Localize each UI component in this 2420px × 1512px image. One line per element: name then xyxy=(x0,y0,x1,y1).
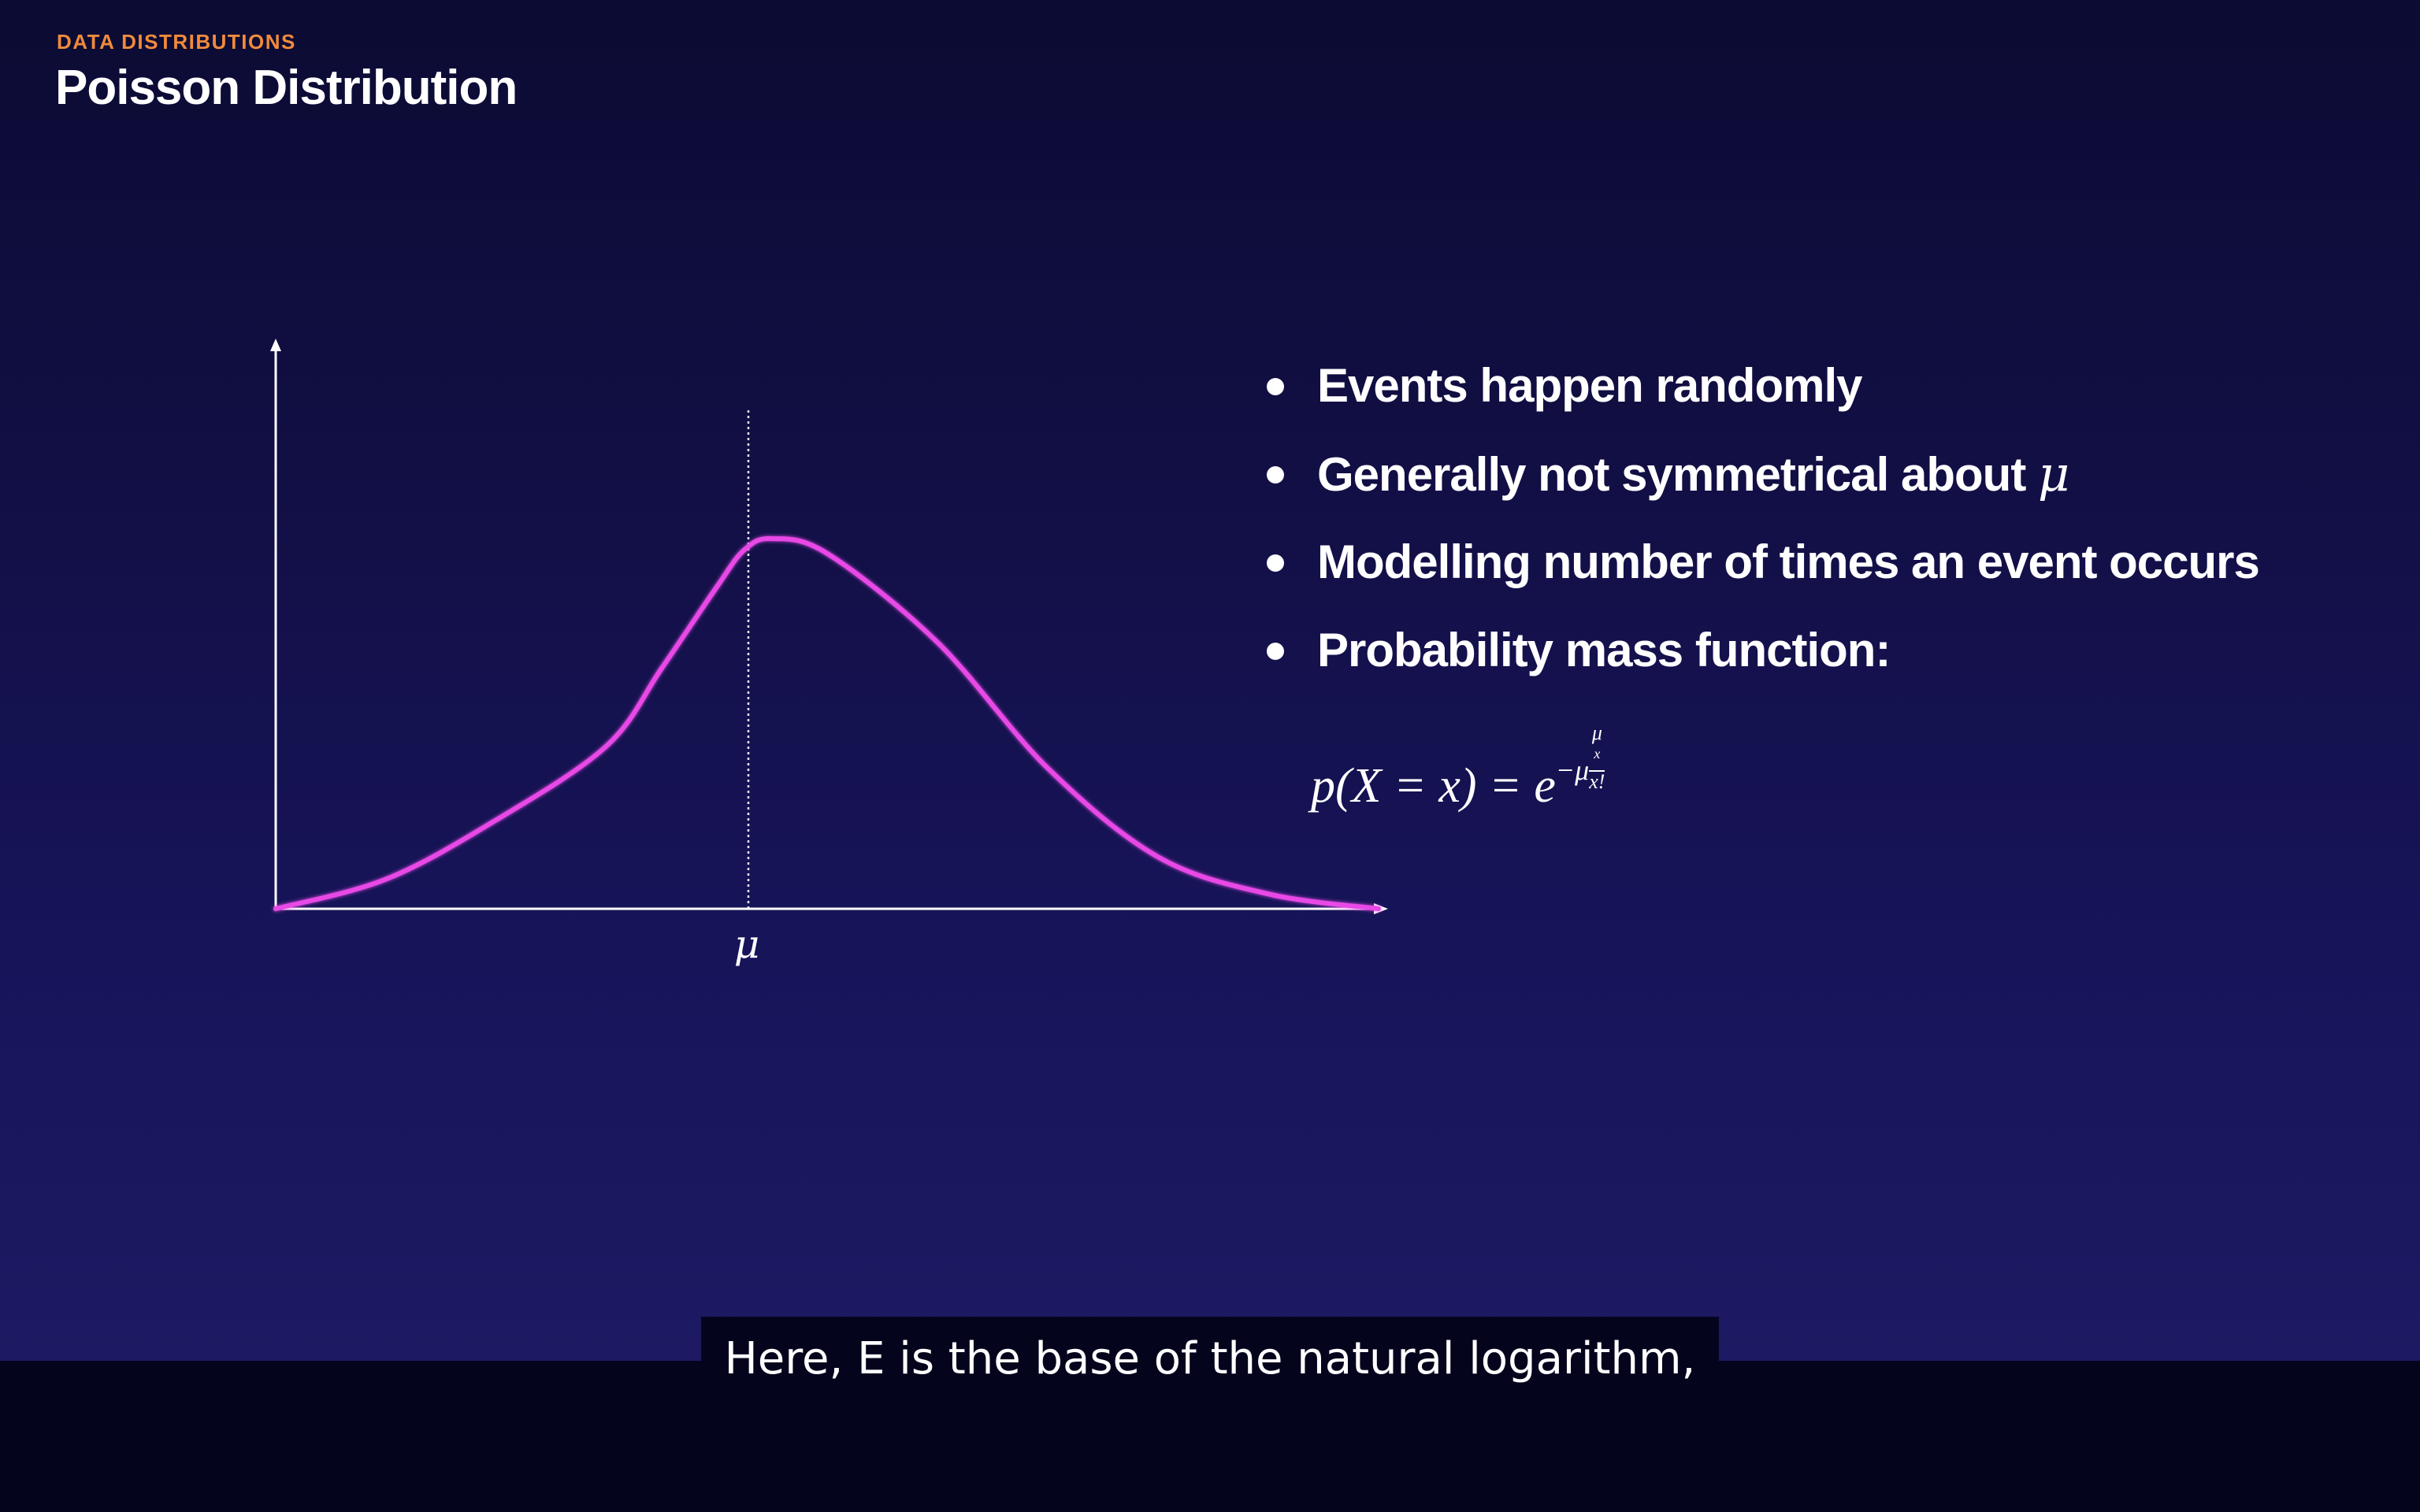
bullet-item: Probability mass function: xyxy=(1260,611,2259,699)
slide: DATA DISTRIBUTIONS Poisson Distribution … xyxy=(0,0,2420,1361)
bullet-item: Modelling number of times an event occur… xyxy=(1260,523,2260,611)
bullet-text: Modelling number of times an event occur… xyxy=(1317,536,2260,588)
mu-symbol: μ xyxy=(2037,445,2069,502)
poisson-chart: μ xyxy=(270,339,1388,967)
bullet-dot xyxy=(1267,643,1284,660)
bullet-list: Events happen randomly Generally not sym… xyxy=(1260,346,2260,699)
bullet-item: Generally not symmetrical about μ xyxy=(1260,435,2259,523)
bullet-dot xyxy=(1267,466,1284,484)
bullet-text: Probability mass function: xyxy=(1317,624,1891,676)
formula-denominator: x! xyxy=(1589,769,1605,793)
slide-eyebrow: DATA DISTRIBUTIONS xyxy=(57,30,296,54)
x-tick-label-mu: μ xyxy=(734,921,760,967)
formula-exponent: −μ xyxy=(1555,754,1590,787)
bullet-text: Events happen randomly xyxy=(1317,359,1862,412)
bullet-item: Events happen randomly xyxy=(1260,346,2259,435)
bullet-dot xyxy=(1267,554,1284,572)
formula-fraction: μ x x! xyxy=(1589,723,1605,792)
subtitle-text: Here, E is the base of the natural logar… xyxy=(724,1333,1696,1384)
formula-lhs: p(X = x) = e xyxy=(1311,759,1556,813)
bullet-text: Generally not symmetrical about xyxy=(1317,448,2038,501)
formula-numerator-sup: x xyxy=(1594,746,1601,762)
formula-numerator-base: μ xyxy=(1591,721,1602,744)
slide-title: Poisson Distribution xyxy=(55,61,518,115)
pmf-formula: p(X = x) = e−μ μ x x! xyxy=(1311,723,1605,825)
subtitle-box: Here, E is the base of the natural logar… xyxy=(701,1317,1719,1403)
distribution-curve xyxy=(273,536,1381,911)
bullet-dot xyxy=(1267,378,1284,395)
y-axis-arrow xyxy=(270,339,281,351)
